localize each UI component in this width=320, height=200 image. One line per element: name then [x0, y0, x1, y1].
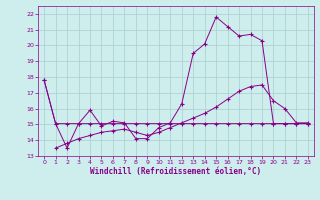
X-axis label: Windchill (Refroidissement éolien,°C): Windchill (Refroidissement éolien,°C) — [91, 167, 261, 176]
